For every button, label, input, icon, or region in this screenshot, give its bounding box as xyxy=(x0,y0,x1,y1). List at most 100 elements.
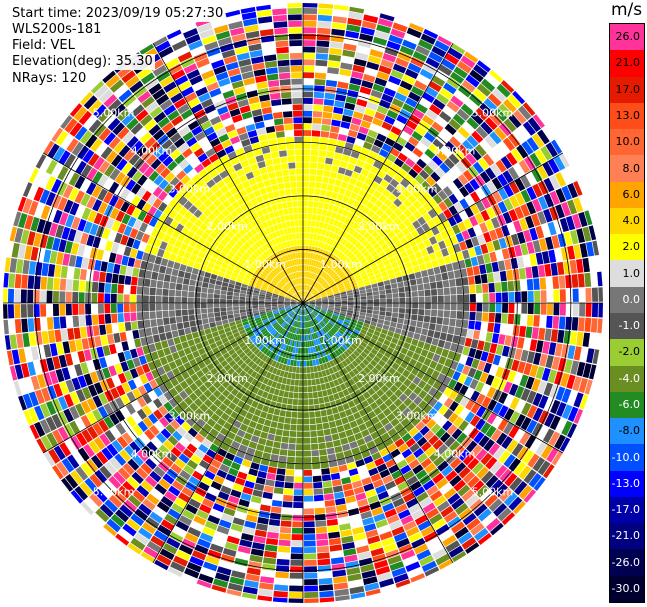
gate-cell xyxy=(318,337,324,344)
gate-cell xyxy=(424,148,436,160)
gate-cell xyxy=(442,534,457,547)
gate-cell xyxy=(223,436,233,446)
gate-cell xyxy=(88,99,103,114)
gate-cell xyxy=(111,313,118,324)
gate-cell xyxy=(220,412,230,422)
gate-cell xyxy=(260,576,275,584)
gate-cell xyxy=(169,219,179,230)
gate-cell xyxy=(309,175,316,182)
gate-cell xyxy=(370,279,377,285)
gate-cell xyxy=(463,423,475,436)
gate-cell xyxy=(424,289,431,297)
gate-cell xyxy=(457,173,469,186)
gate-cell xyxy=(371,334,379,341)
gate-cell xyxy=(353,58,367,67)
gate-cell xyxy=(189,382,199,392)
gate-cell xyxy=(329,337,335,344)
gate-cell xyxy=(588,256,597,272)
gate-cell xyxy=(553,289,560,302)
gate-cell xyxy=(444,53,460,66)
gate-cell xyxy=(263,320,270,326)
gate-cell xyxy=(283,315,289,320)
gate-cell xyxy=(279,526,292,534)
gate-cell xyxy=(203,358,212,366)
gate-cell xyxy=(570,229,579,245)
gate-cell xyxy=(250,370,258,378)
gate-cell xyxy=(378,194,388,203)
gate-cell xyxy=(454,462,467,474)
gate-cell xyxy=(243,365,251,373)
gate-cell xyxy=(16,333,24,349)
gate-cell xyxy=(325,441,334,449)
gate-cell xyxy=(510,257,519,269)
gate-cell xyxy=(162,473,175,485)
gate-cell xyxy=(197,538,211,549)
gate-cell xyxy=(313,398,319,405)
gate-cell xyxy=(194,218,203,228)
gate-cell xyxy=(384,316,392,322)
gate-cell xyxy=(360,293,367,297)
gate-cell xyxy=(69,103,83,117)
gate-cell xyxy=(458,210,469,221)
gate-cell xyxy=(513,109,527,125)
gate-cell xyxy=(303,85,314,92)
gate-cell xyxy=(170,323,178,331)
gate-cell xyxy=(264,258,271,265)
gate-cell xyxy=(515,399,526,413)
gate-cell xyxy=(21,318,29,333)
gate-cell xyxy=(476,83,491,97)
gate-cell xyxy=(22,333,30,348)
gate-cell xyxy=(508,496,523,511)
gate-cell xyxy=(193,337,201,345)
gate-cell xyxy=(373,303,380,307)
gate-cell xyxy=(550,262,558,276)
gate-cell xyxy=(250,277,258,283)
gate-cell xyxy=(503,492,518,507)
gate-cell xyxy=(23,410,33,426)
gate-cell xyxy=(185,417,196,427)
gate-cell xyxy=(64,240,73,254)
gate-cell xyxy=(303,284,305,291)
gate-cell xyxy=(8,273,16,288)
gate-cell xyxy=(80,501,94,516)
gate-cell xyxy=(290,319,295,326)
gate-cell xyxy=(188,194,199,205)
gate-cell xyxy=(367,246,376,254)
gate-cell xyxy=(85,134,98,149)
gate-cell xyxy=(265,333,272,339)
gate-cell xyxy=(70,470,84,485)
gate-cell xyxy=(520,349,529,362)
gate-cell xyxy=(315,378,321,385)
gate-cell xyxy=(52,304,60,317)
gate-cell xyxy=(153,409,164,420)
gate-cell xyxy=(242,265,249,271)
gate-cell xyxy=(479,102,493,116)
gate-cell xyxy=(309,168,317,176)
gate-cell xyxy=(579,195,588,211)
gate-cell xyxy=(307,307,312,313)
gate-cell xyxy=(333,379,340,387)
gate-cell xyxy=(293,502,303,509)
gate-cell xyxy=(306,239,310,246)
gate-cell xyxy=(125,330,134,341)
gate-cell xyxy=(115,422,127,435)
gate-cell xyxy=(572,213,582,229)
gate-cell xyxy=(116,158,128,171)
gate-cell xyxy=(139,132,152,144)
gate-cell xyxy=(373,559,389,570)
gate-cell xyxy=(358,317,365,323)
gate-cell xyxy=(275,571,289,579)
gate-cell xyxy=(268,351,275,359)
gate-cell xyxy=(507,133,521,148)
gate-cell xyxy=(200,567,216,578)
gate-cell xyxy=(56,252,64,265)
gate-cell xyxy=(403,208,413,218)
gate-cell xyxy=(284,323,289,330)
gate-cell xyxy=(513,163,525,177)
gate-cell xyxy=(123,303,130,313)
gate-cell xyxy=(308,405,315,412)
gate-cell xyxy=(294,314,298,321)
gate-cell xyxy=(312,391,318,399)
gate-cell xyxy=(364,335,372,341)
gate-cell xyxy=(33,170,45,186)
